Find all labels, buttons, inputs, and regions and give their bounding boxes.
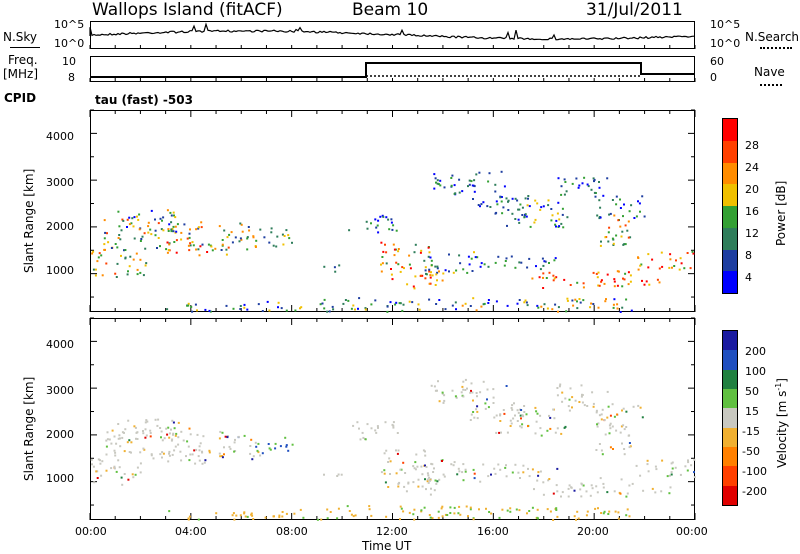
power-cbar-tick-16: 16 <box>745 205 759 218</box>
velocity-cbar-label-main: Velocity [m s <box>775 390 789 468</box>
noise-right-tick-bottom: 10^0 <box>710 37 741 50</box>
power-colorbar <box>722 118 738 294</box>
xtick-1200: 12:00 <box>376 525 408 538</box>
freq-unit-label: [MHz] <box>3 67 39 81</box>
velocity-colorbar-fill <box>723 331 737 505</box>
freq-panel <box>90 56 695 82</box>
velocity-ytick-2000: 2000 <box>46 428 74 441</box>
xtick-2000: 20:00 <box>577 525 609 538</box>
freq-label: Freq. <box>8 53 38 67</box>
power-cbar-tick-28: 28 <box>745 139 759 152</box>
power-colorbar-band <box>723 140 737 163</box>
velocity-ylabel: Slant Range [km] <box>22 376 36 481</box>
beam-title: Beam 10 <box>352 0 429 20</box>
station-title: Wallops Island (fitACF) <box>92 0 283 20</box>
power-plot-frame <box>90 110 695 312</box>
velocity-cbar-label-end: ] <box>775 378 789 383</box>
power-ytick-2000: 2000 <box>46 220 74 233</box>
nsearch-label: N.Search <box>745 30 800 44</box>
power-colorbar-fill <box>723 119 737 293</box>
power-cbar-tick-12: 12 <box>745 227 759 240</box>
date-title: 31/Jul/2011 <box>586 0 683 20</box>
cpid-label: CPID <box>4 91 37 105</box>
xtick-0000: 00:00 <box>75 525 107 538</box>
velocity-ytick-1000: 1000 <box>46 472 74 485</box>
velocity-cbar-tick-15: 15 <box>745 405 759 418</box>
power-colorbar-band <box>723 206 737 228</box>
nsky-label: N.Sky <box>3 30 38 44</box>
power-cbar-tick-4: 4 <box>745 271 752 284</box>
velocity-colorbar <box>722 330 738 506</box>
power-cbar-label: Power [dB] <box>774 180 788 246</box>
velocity-cbar-tick-neg15: -15 <box>742 425 760 438</box>
power-colorbar-band <box>723 227 737 250</box>
velocity-colorbar-band <box>723 427 737 447</box>
xtick-1600: 16:00 <box>477 525 509 538</box>
velocity-cbar-tick-200: 200 <box>745 345 766 358</box>
noise-left-tick-top: 10^5 <box>54 18 85 31</box>
power-ytick-1000: 1000 <box>46 264 74 277</box>
freq-left-tick-top: 10 <box>62 55 76 68</box>
nsearch-legend-line <box>760 47 792 49</box>
power-colorbar-band <box>723 162 737 185</box>
power-cbar-tick-20: 20 <box>745 183 759 196</box>
velocity-colorbar-band <box>723 350 737 370</box>
power-colorbar-band <box>723 249 737 272</box>
velocity-colorbar-band <box>723 388 737 409</box>
power-cbar-tick-8: 8 <box>745 249 752 262</box>
velocity-cbar-label: Velocity [m s-1] <box>774 378 789 468</box>
noise-panel <box>90 21 695 49</box>
xtick-2400: 00:00 <box>676 525 708 538</box>
velocity-colorbar-band <box>723 446 737 467</box>
power-colorbar-band <box>723 119 737 141</box>
xaxis-label: Time UT <box>362 539 412 553</box>
power-colorbar-band <box>723 184 737 206</box>
noise-left-tick-bottom: 10^0 <box>54 37 85 50</box>
nave-legend-line <box>760 84 782 86</box>
nave-label: Nave <box>754 65 785 79</box>
power-colorbar-band <box>723 271 737 293</box>
velocity-plot-frame <box>90 318 695 520</box>
velocity-colorbar-band <box>723 408 737 428</box>
xtick-0400: 04:00 <box>175 525 207 538</box>
velocity-cbar-tick-100: 100 <box>745 365 766 378</box>
velocity-ytick-3000: 3000 <box>46 384 74 397</box>
velocity-cbar-label-sup: -1 <box>774 382 783 391</box>
velocity-colorbar-band <box>723 369 737 389</box>
nsky-legend-line <box>10 47 40 48</box>
freq-left-tick-bottom: 8 <box>68 71 75 84</box>
velocity-colorbar-band <box>723 466 737 486</box>
power-ylabel: Slant Range [km] <box>22 168 36 273</box>
nave-right-tick-top: 60 <box>710 55 724 68</box>
velocity-colorbar-band <box>723 331 737 351</box>
velocity-cbar-tick-50: 50 <box>745 385 759 398</box>
power-ytick-3000: 3000 <box>46 176 74 189</box>
velocity-colorbar-band <box>723 485 737 505</box>
velocity-ytick-4000: 4000 <box>46 338 74 351</box>
velocity-cbar-tick-neg100: -100 <box>742 465 767 478</box>
noise-right-tick-top: 10^5 <box>710 18 741 31</box>
velocity-cbar-tick-neg50: -50 <box>742 445 760 458</box>
nave-right-tick-bottom: 0 <box>710 71 717 84</box>
power-cbar-tick-24: 24 <box>745 161 759 174</box>
cpid-value: tau (fast) -503 <box>95 93 193 107</box>
velocity-cbar-tick-neg200: -200 <box>742 485 767 498</box>
xtick-0800: 08:00 <box>276 525 308 538</box>
power-ytick-4000: 4000 <box>46 130 74 143</box>
